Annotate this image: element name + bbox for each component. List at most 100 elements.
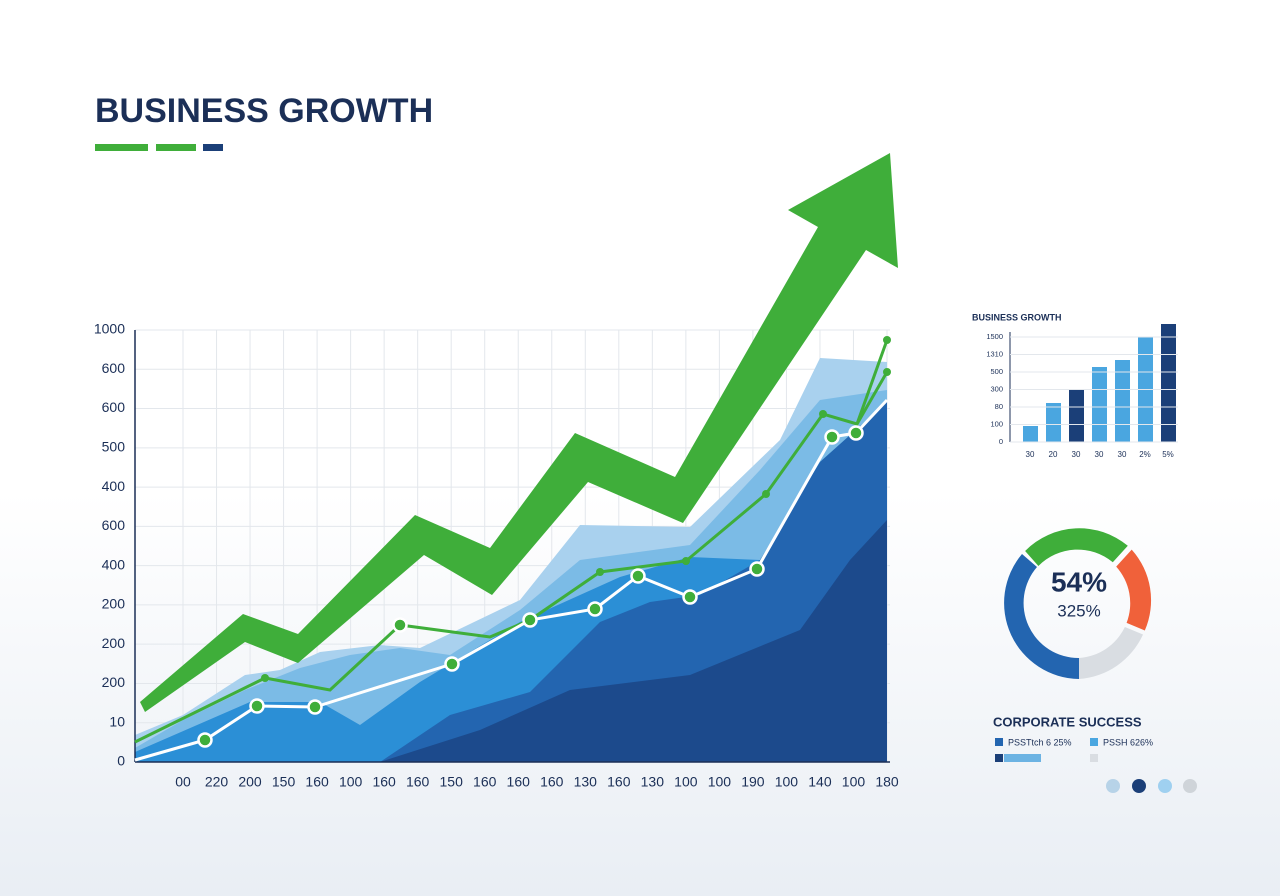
- x-tick-label: 150: [440, 774, 464, 790]
- x-tick-label: 160: [305, 774, 329, 790]
- y-tick-label: 600: [102, 360, 126, 376]
- side-y-tick-label: 300: [990, 384, 1003, 393]
- donut-secondary: 325%: [1057, 601, 1100, 620]
- x-tick-label: 100: [842, 774, 866, 790]
- marker: [848, 425, 864, 441]
- progress-bar: [1090, 754, 1098, 762]
- marker: [824, 429, 840, 445]
- donut-segment: [1025, 528, 1128, 566]
- legend-swatch: [995, 738, 1003, 746]
- side-bar: [1115, 360, 1130, 442]
- progress-bar: [1004, 754, 1041, 762]
- y-tick-label: 1000: [94, 321, 125, 337]
- side-y-tick-label: 1500: [986, 332, 1003, 341]
- legend-label: PSSTtch 6 25%: [1008, 737, 1072, 747]
- x-tick-label: 100: [339, 774, 363, 790]
- marker-small: [261, 674, 269, 682]
- marker-small: [819, 410, 827, 418]
- marker: [749, 561, 765, 577]
- y-tick-label: 400: [102, 556, 126, 572]
- side-bar: [1023, 426, 1038, 442]
- pager-dot[interactable]: [1183, 779, 1197, 793]
- side-y-tick-label: 80: [995, 402, 1003, 411]
- trend-line-green: [134, 339, 889, 744]
- pager-dot[interactable]: [1132, 779, 1146, 793]
- side-y-tick-label: 500: [990, 367, 1003, 376]
- x-tick-label: 150: [272, 774, 296, 790]
- x-tick-label: 190: [741, 774, 765, 790]
- donut-primary: 54%: [1051, 566, 1107, 597]
- side-y-tick-label: 100: [990, 419, 1003, 428]
- growth-arrow: [140, 153, 898, 712]
- y-tick-label: 200: [102, 596, 126, 612]
- side-x-tick-label: 30: [1118, 450, 1127, 459]
- x-tick-label: 180: [875, 774, 899, 790]
- marker: [630, 568, 646, 584]
- x-tick-label: 200: [238, 774, 262, 790]
- x-tick-label: 100: [708, 774, 732, 790]
- title-accent: [203, 144, 223, 151]
- marker-small: [883, 368, 891, 376]
- marker: [307, 699, 323, 715]
- side-y-tick-label: 1310: [986, 349, 1003, 358]
- pager-dot[interactable]: [1158, 779, 1172, 793]
- marker: [249, 698, 265, 714]
- y-tick-label: 10: [109, 713, 125, 729]
- side-x-tick-label: 30: [1095, 450, 1104, 459]
- donut-segment: [1079, 627, 1143, 679]
- y-tick-label: 0: [117, 753, 125, 769]
- markers: [197, 336, 891, 748]
- title-accent: [95, 144, 148, 151]
- side-x-tick-label: 2%: [1139, 450, 1151, 459]
- x-tick-label: 00: [175, 774, 191, 790]
- y-tick-label: 600: [102, 517, 126, 533]
- y-tick-label: 600: [102, 399, 126, 415]
- pager-dot[interactable]: [1106, 779, 1120, 793]
- side-chart: 1500 1310 500 300 80 100 0 30 20 30 30 30 2% 5%: [986, 324, 1178, 459]
- area-darkest: [380, 520, 887, 762]
- side-x-tick-label: 30: [1072, 450, 1081, 459]
- marker-small: [883, 336, 891, 344]
- marker: [197, 732, 213, 748]
- legend-label: PSSH 626%: [1103, 737, 1153, 747]
- marker: [444, 656, 460, 672]
- side-y-tick-label: 0: [999, 437, 1003, 446]
- marker-small: [682, 557, 690, 565]
- marker: [522, 612, 538, 628]
- y-tick-label: 200: [102, 635, 126, 651]
- side-x-tick-label: 5%: [1162, 450, 1174, 459]
- x-tick-label: 160: [507, 774, 531, 790]
- y-tick-label: 500: [102, 439, 126, 455]
- x-tick-label: 130: [641, 774, 665, 790]
- marker-small: [762, 490, 770, 498]
- side-bar: [1046, 403, 1061, 442]
- marker: [392, 617, 408, 633]
- trend-line-green: [855, 371, 889, 425]
- legend-swatch: [1090, 738, 1098, 746]
- marker: [682, 589, 698, 605]
- side-bar: [1161, 324, 1176, 442]
- marker: [587, 601, 603, 617]
- title-accent: [156, 144, 196, 151]
- progress-bar: [995, 754, 1003, 762]
- x-tick-label: 160: [372, 774, 396, 790]
- y-tick-label: 200: [102, 674, 126, 690]
- corporate-title: CORPORATE SUCCESS: [993, 714, 1142, 729]
- donut-segment: [1116, 549, 1152, 631]
- side-x-tick-label: 30: [1026, 450, 1035, 459]
- x-tick-label: 160: [406, 774, 430, 790]
- y-tick-label: 400: [102, 478, 126, 494]
- x-tick-label: 160: [473, 774, 497, 790]
- x-tick-label: 100: [775, 774, 799, 790]
- side-bar: [1069, 389, 1084, 442]
- page-title: BUSINESS GROWTH: [95, 92, 433, 130]
- donut-segment: [1004, 554, 1079, 679]
- x-tick-label: 160: [540, 774, 564, 790]
- side-chart-title: BUSINESS GROWTH: [972, 312, 1062, 322]
- x-tick-label: 100: [674, 774, 698, 790]
- x-tick-label: 160: [607, 774, 631, 790]
- side-x-tick-label: 20: [1049, 450, 1058, 459]
- donut: 54% 325%: [1004, 528, 1152, 679]
